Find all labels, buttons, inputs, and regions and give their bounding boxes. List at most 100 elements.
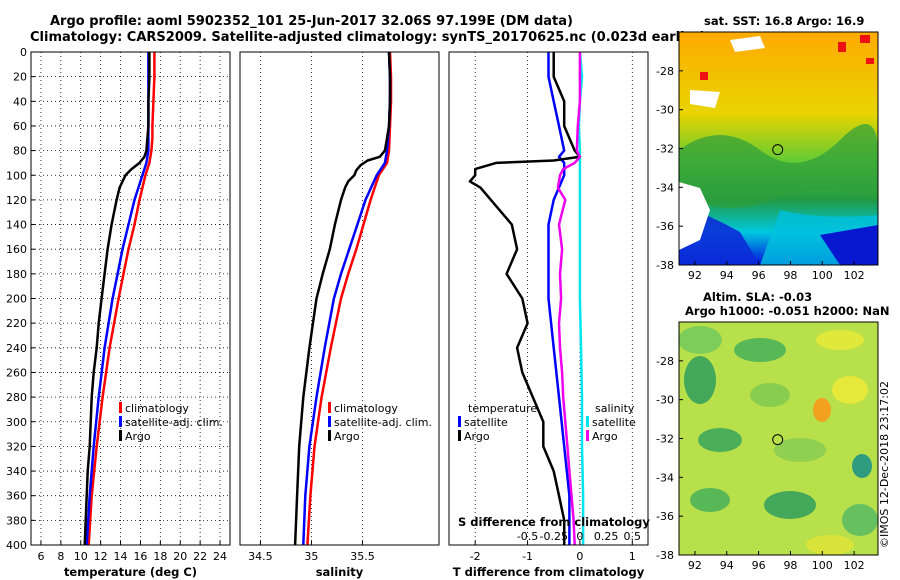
y-tick-label: 340 xyxy=(6,465,27,478)
x-tick-label: 14 xyxy=(114,550,128,563)
s-tick-label: -0.5 xyxy=(517,530,538,543)
y-tick-label: 240 xyxy=(6,342,27,355)
legend-label-sal-argo: Argo xyxy=(592,430,618,443)
y-tick-label: 200 xyxy=(6,293,27,306)
map-x-tick-label: 98 xyxy=(783,269,797,282)
salinity-legend: climatology satellite-adj. clim. Argo xyxy=(328,402,432,443)
x-tick-label: 6 xyxy=(37,550,44,563)
y-tick-label: 20 xyxy=(13,71,27,84)
x-tick-label: 34.5 xyxy=(248,550,273,563)
x-tick-label: 16 xyxy=(133,550,147,563)
legend-label-satellite: satellite-adj. clim. xyxy=(125,416,223,429)
y-tick-label: 380 xyxy=(6,514,27,527)
y-tick-label: 140 xyxy=(6,219,27,232)
x-axis-label: T difference from climatology xyxy=(453,565,645,579)
map-y-tick-label: -32 xyxy=(656,143,674,156)
y-tick-label: 80 xyxy=(13,145,27,158)
legend-swatch-climatology xyxy=(328,402,331,413)
legend-swatch-temp-argo xyxy=(458,430,461,441)
map-x-tick-label: 98 xyxy=(783,559,797,572)
sla-map-axes: 92 94 96 98 100 102 -28 -30 -32 -34 -36 -38 xyxy=(656,355,865,572)
plot-frame xyxy=(448,51,649,546)
series-line-temperature-argo xyxy=(468,52,582,545)
y-tick-label: 160 xyxy=(6,243,27,256)
x-tick-label: 12 xyxy=(94,550,108,563)
map-x-tick-label: 102 xyxy=(844,559,865,572)
sst-map-image xyxy=(679,32,878,265)
legend-swatch-sal-satellite xyxy=(586,416,589,427)
x-tick-label: 10 xyxy=(74,550,88,563)
title-line-2: Climatology: CARS2009. Satellite-adjuste… xyxy=(30,30,706,45)
x-axis-label: temperature (deg C) xyxy=(64,565,197,579)
map-y-tick-label: -36 xyxy=(656,510,674,523)
legend-label-sal-satellite: satellite xyxy=(592,416,636,429)
map-x-tick-label: 92 xyxy=(688,269,702,282)
difference-panel: -2 -1 0 1 T difference from climatology xyxy=(448,51,649,579)
plot-area xyxy=(240,52,439,545)
legend-swatch-argo xyxy=(328,430,331,441)
map-y-tick-label: -38 xyxy=(656,259,674,272)
s-difference-ticks: -0.5 -0.25 0 0.25 0.5 xyxy=(517,530,641,543)
map-x-tick-label: 96 xyxy=(752,559,766,572)
y-tick-label: 60 xyxy=(13,120,27,133)
map-y-tick-label: -36 xyxy=(656,220,674,233)
legend-label-argo: Argo xyxy=(125,430,151,443)
plot-area xyxy=(31,52,230,545)
y-tick-label: 300 xyxy=(6,416,27,429)
map-x-tick-label: 92 xyxy=(688,559,702,572)
legend-swatch-argo xyxy=(119,430,122,441)
map-x-tick-label: 100 xyxy=(812,559,833,572)
legend-label-climatology: climatology xyxy=(334,402,398,415)
legend-swatch-temp-satellite xyxy=(458,416,461,427)
sst-map-axes: 92 94 96 98 100 102 -28 -30 -32 -34 -36 -38 xyxy=(656,65,865,282)
sst-map-title: sat. SST: 16.8 Argo: 16.9 xyxy=(704,14,864,28)
map-y-tick-label: -28 xyxy=(656,355,674,368)
y-tick-label: 320 xyxy=(6,440,27,453)
legend-label-temp-satellite: satellite xyxy=(464,416,508,429)
title-line-1: Argo profile: aoml 5902352_101 25-Jun-20… xyxy=(50,14,573,29)
difference-legend: temperature salinity satellite Argo sate… xyxy=(458,402,636,443)
s-tick-label: 0.5 xyxy=(624,530,642,543)
plot-frame xyxy=(239,51,440,546)
series-line-argo xyxy=(293,51,392,546)
legend-label-satellite: satellite-adj. clim. xyxy=(334,416,432,429)
y-tick-label: 260 xyxy=(6,366,27,379)
map-y-tick-label: -28 xyxy=(656,65,674,78)
y-tick-label: 120 xyxy=(6,194,27,207)
legend-label-temp-argo: Argo xyxy=(464,430,490,443)
s-tick-label: 0 xyxy=(576,530,583,543)
x-tick-label: -1 xyxy=(522,550,533,563)
x-tick-label: 35.5 xyxy=(350,550,375,563)
map-x-tick-label: 102 xyxy=(844,269,865,282)
y-tick-label: 400 xyxy=(6,539,27,552)
map-x-tick-label: 100 xyxy=(812,269,833,282)
map-y-tick-label: -34 xyxy=(656,471,674,484)
series-line-climatology xyxy=(87,52,156,546)
x-axis-label: salinity xyxy=(316,565,364,579)
temperature-legend: climatology satellite-adj. clim. Argo xyxy=(119,402,223,443)
y-tick-label: 100 xyxy=(6,169,27,182)
sla-map-image xyxy=(679,322,878,555)
temperature-panel: 0 20 40 60 80 100 120 140 160 180 200 220 240 260 280 3… xyxy=(6,46,231,579)
plot-frame xyxy=(30,51,231,546)
x-tick-label: -2 xyxy=(470,550,481,563)
sst-profile-marker xyxy=(772,144,784,156)
y-tick-label: 280 xyxy=(6,391,27,404)
map-x-tick-label: 94 xyxy=(720,559,734,572)
y-tick-label: 180 xyxy=(6,268,27,281)
map-x-tick-label: 96 xyxy=(752,269,766,282)
y-tick-label: 220 xyxy=(6,317,27,330)
legend-swatch-satellite xyxy=(328,416,331,427)
map-y-tick-label: -30 xyxy=(656,104,674,117)
map-y-tick-label: -32 xyxy=(656,433,674,446)
sla-map-title-2: Argo h1000: -0.051 h2000: NaN xyxy=(685,304,889,318)
sla-map-title-1: Altim. SLA: -0.03 xyxy=(703,290,812,304)
y-tick-label: 360 xyxy=(6,490,27,503)
legend-label-argo: Argo xyxy=(334,430,360,443)
y-tick-label: 0 xyxy=(20,46,27,59)
map-y-tick-label: -38 xyxy=(656,549,674,562)
sla-profile-marker xyxy=(772,434,784,446)
x-tick-label: 24 xyxy=(213,550,227,563)
x-tick-label: 20 xyxy=(173,550,187,563)
